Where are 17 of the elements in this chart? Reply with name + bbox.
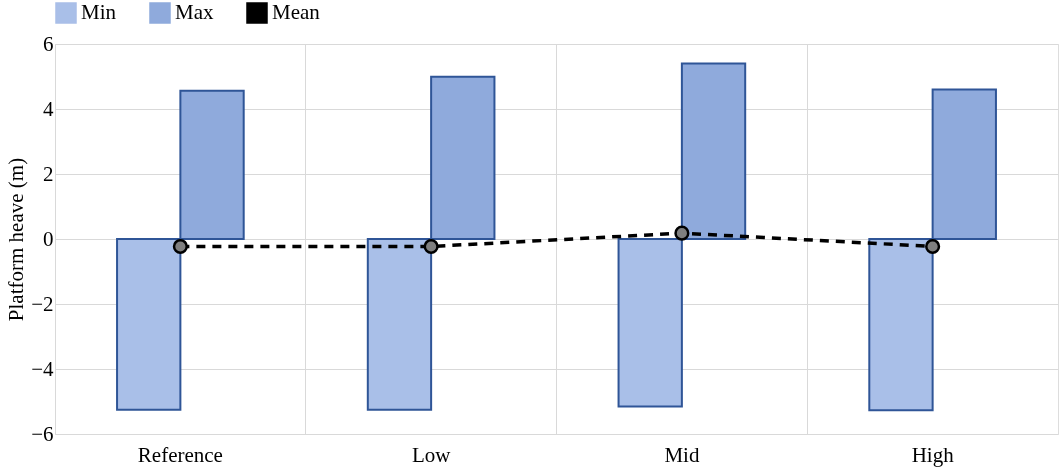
y-tick-label: 0 — [43, 226, 54, 251]
legend-label: Max — [175, 0, 214, 24]
x-tick-label: Low — [411, 442, 452, 467]
x-tick-label: Mid — [664, 442, 700, 467]
bar — [617, 238, 683, 408]
bar — [680, 62, 747, 240]
y-tick-label: 6 — [43, 31, 54, 56]
legend-label: Min — [81, 0, 117, 24]
y-tick-label: −2 — [31, 291, 54, 316]
x-tick-label: Reference — [137, 442, 223, 467]
y-tick-label: −4 — [31, 356, 54, 381]
y-tick-label: 2 — [43, 161, 54, 186]
legend-label: Mean — [272, 0, 321, 24]
x-tick-label: High — [911, 442, 955, 467]
y-tick-label: −6 — [31, 421, 54, 446]
y-axis-title: Platform heave (m) — [4, 157, 29, 322]
y-tick-label: 4 — [43, 96, 54, 121]
